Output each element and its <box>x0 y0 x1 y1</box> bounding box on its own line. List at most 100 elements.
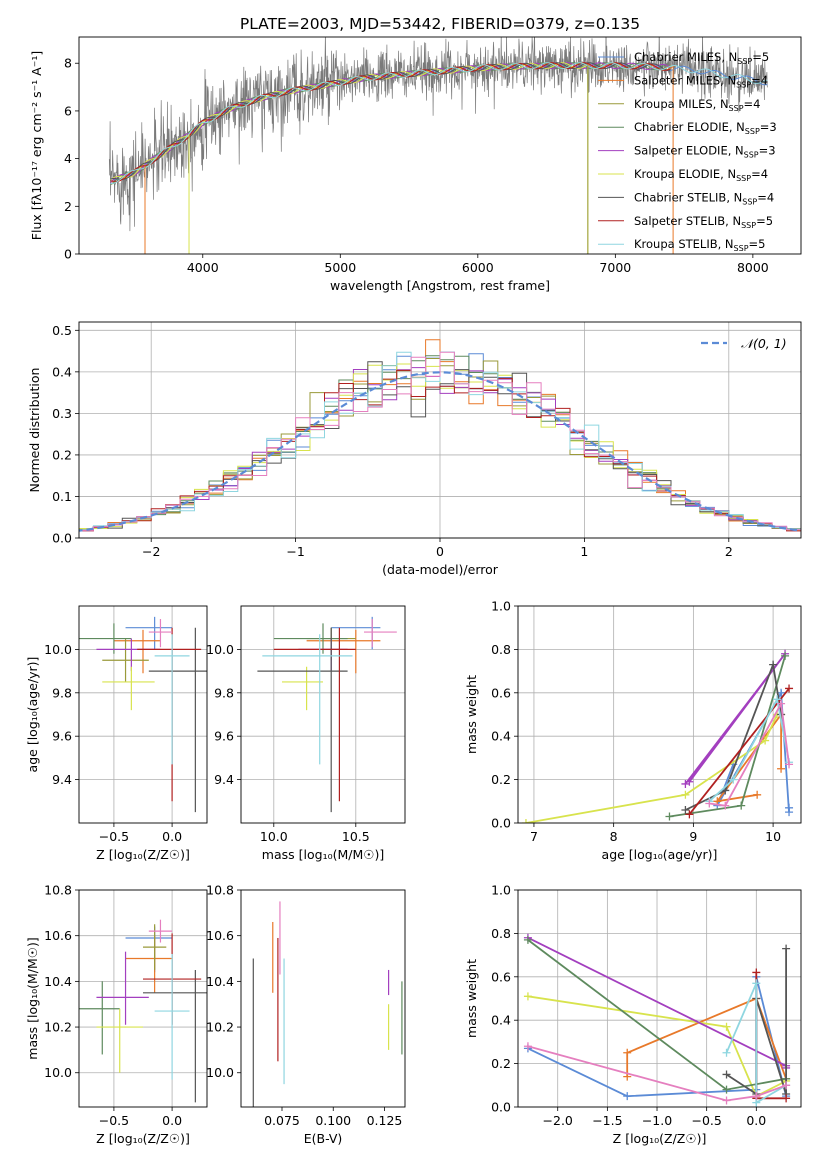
axes-frame <box>240 889 406 1108</box>
model-spectrum <box>110 62 768 184</box>
weight-marker <box>722 1048 731 1057</box>
weight-marker <box>665 812 674 821</box>
y-tick-label: 10.2 <box>206 1020 234 1035</box>
weight-marker <box>722 1022 731 1031</box>
residuals-plot-area <box>79 339 801 534</box>
y-tick-label: 9.6 <box>52 729 72 744</box>
x-tick-label: 10.5 <box>342 829 370 844</box>
y-tick-label: 0.0 <box>491 1100 511 1115</box>
axes-frame <box>78 321 802 539</box>
x-tick-label: 0.0 <box>162 1113 182 1128</box>
legend-label: Chabrier MILES, NSSP=5 <box>634 50 769 66</box>
weight-marker <box>785 803 794 812</box>
y-tick-label: 0.0 <box>491 816 511 831</box>
y-tick-label: 9.6 <box>214 729 234 744</box>
legend-label: Chabrier STELIB, NSSP=4 <box>634 190 774 206</box>
legend-label: Salpeter ELODIE, NSSP=3 <box>634 144 776 160</box>
y-tick-label: 0.4 <box>491 729 511 744</box>
weight-marker <box>752 979 761 988</box>
x-tick-label: 0.125 <box>367 1113 403 1128</box>
x-tick-label: −0.5 <box>99 1113 129 1128</box>
axes-frame <box>517 889 802 1108</box>
z-mass-plot-area <box>79 919 207 1103</box>
weight-series-line <box>688 687 790 815</box>
weight-marker <box>523 935 532 944</box>
y-tick-label: 8 <box>64 56 72 71</box>
x-tick-label: 2 <box>725 544 733 559</box>
x-axis-label: wavelength [Angstrom, rest frame] <box>330 278 550 293</box>
weight-marker <box>685 810 694 819</box>
weight-series-line <box>626 997 787 1080</box>
weight-series-line <box>725 982 787 1105</box>
y-tick-label: 10.4 <box>44 974 72 989</box>
x-tick-label: −1.5 <box>592 1113 622 1128</box>
x-tick-label: 7000 <box>599 260 631 275</box>
y-tick-label: 9.8 <box>52 685 72 700</box>
legend-label: Chabrier ELODIE, NSSP=3 <box>634 120 777 136</box>
y-tick-label: 0.2 <box>491 1056 511 1071</box>
y-tick-label: 10.6 <box>44 928 72 943</box>
y-axis-label: mass weight <box>464 675 479 754</box>
mass-age-plot-area <box>257 616 397 813</box>
y-tick-label: 0.6 <box>491 969 511 984</box>
weight-series-line <box>527 1045 787 1102</box>
y-tick-label: 0.2 <box>491 772 511 787</box>
weight-marker <box>737 801 746 810</box>
y-tick-label: 9.8 <box>214 685 234 700</box>
axes-frame <box>517 605 802 824</box>
weight-marker <box>782 944 791 953</box>
x-tick-label: 8 <box>610 829 618 844</box>
legend-label: Kroupa MILES, NSSP=4 <box>634 97 760 113</box>
age-weight-plot-area <box>521 649 794 823</box>
y-axis-label: mass weight <box>464 959 479 1038</box>
x-axis-label: Z [log₁₀(Z/Z☉)] <box>96 1131 190 1146</box>
x-axis-label: Z [log₁₀(Z/Z☉)] <box>96 847 190 862</box>
ebv-mass-plot-area <box>252 901 403 1107</box>
weight-marker <box>681 779 690 788</box>
x-axis-label: E(B-V) <box>304 1131 343 1146</box>
figure-title: PLATE=2003, MJD=53442, FIBERID=0379, z=0… <box>240 15 640 33</box>
weight-marker <box>785 760 794 769</box>
y-tick-label: 0.5 <box>52 323 72 338</box>
x-tick-label: 9 <box>689 829 697 844</box>
legend-label: Kroupa ELODIE, NSSP=4 <box>634 167 768 183</box>
weight-marker <box>523 1042 532 1051</box>
y-tick-label: 0.0 <box>52 531 72 546</box>
weight-marker <box>752 968 761 977</box>
x-tick-label: −0.5 <box>99 829 129 844</box>
y-tick-label: 10.8 <box>44 883 72 898</box>
weight-series-line <box>527 995 787 1098</box>
x-tick-label: 10.0 <box>260 829 288 844</box>
spectrum-plot-area <box>108 37 768 254</box>
legend-label: Salpeter MILES, NSSP=4 <box>634 73 768 89</box>
x-tick-label: 0.100 <box>315 1113 351 1128</box>
weight-marker <box>752 1092 761 1101</box>
axes-frame <box>78 36 802 255</box>
weight-marker <box>777 764 786 773</box>
y-tick-label: 0.4 <box>491 1013 511 1028</box>
y-tick-label: 9.4 <box>52 772 72 787</box>
weight-series-line <box>685 661 782 811</box>
panel-z-age: −0.5 0.0 9.4 9.6 9.8 10.0 Z [log₁₀(Z/Z☉)] age [… <box>25 605 208 862</box>
panel-z-mass: −0.5 0.0 10.0 10.2 10.4 10.6 10.8 Z [log₁₀(Z/Z☉… <box>25 883 208 1146</box>
weight-marker <box>782 1081 791 1090</box>
panel-residuals: −2 −1 0 1 2 0.0 0.1 0.2 0.3 0.4 0.5 (data-model)/er… <box>27 321 802 577</box>
y-tick-label: 0.6 <box>491 685 511 700</box>
legend-label: Salpeter STELIB, NSSP=5 <box>634 214 773 230</box>
y-axis-label: Normed distribution <box>27 368 42 493</box>
weight-marker <box>753 790 762 799</box>
y-tick-label: 10.8 <box>206 883 234 898</box>
x-axis-label: (data-model)/error <box>382 562 499 577</box>
weight-marker <box>761 736 770 745</box>
gaussian-curve <box>79 371 801 532</box>
y-tick-label: 10.4 <box>206 974 234 989</box>
panel-age-weight: 7 8 9 10 0.0 0.2 0.4 0.6 0.8 1.0 age [log₁₀(age/yr… <box>464 599 802 862</box>
x-tick-label: −1 <box>286 544 304 559</box>
y-tick-label: 0.2 <box>52 447 72 462</box>
x-axis-label: mass [log₁₀(M/M☉)] <box>262 847 384 862</box>
x-tick-label: 6000 <box>462 260 494 275</box>
x-tick-label: 10 <box>765 829 781 844</box>
y-tick-label: 0.4 <box>52 364 72 379</box>
y-tick-label: 0.1 <box>52 489 72 504</box>
